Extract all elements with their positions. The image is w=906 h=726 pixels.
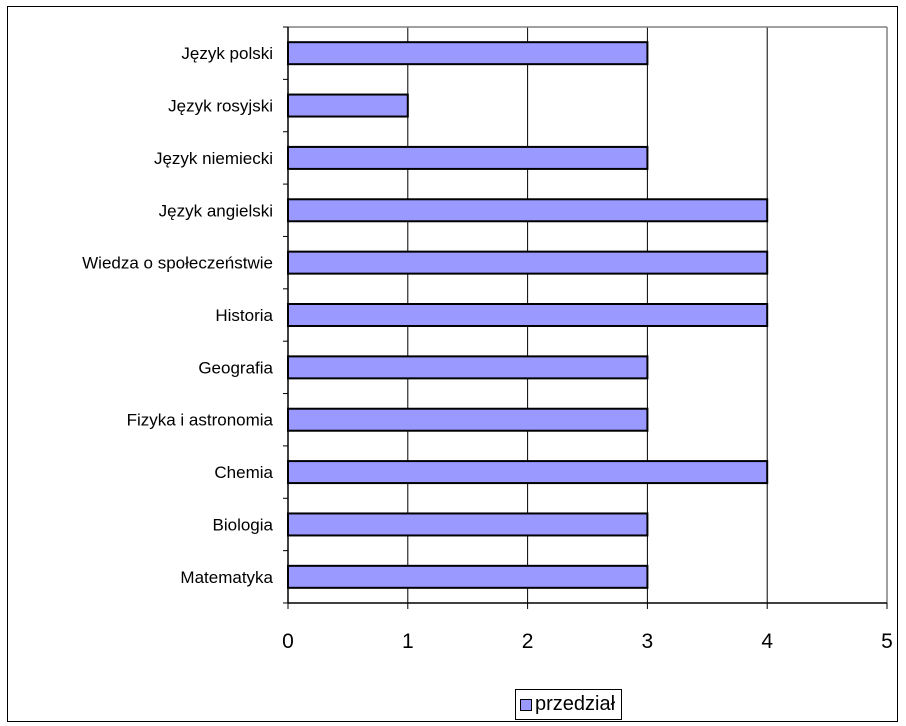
legend-label: przedział — [535, 693, 616, 715]
plot-area: Język polski Język rosyjski Język niemieck… — [82, 26, 893, 653]
category-label-7: Fizyka i astronomia — [127, 411, 274, 430]
x-tick-label-0: 0 — [282, 630, 294, 653]
bar-8 — [287, 460, 769, 485]
x-tick-label-3: 3 — [642, 630, 654, 653]
bar-4 — [287, 250, 769, 275]
x-tick-label-2: 2 — [522, 630, 534, 653]
bar-3 — [287, 198, 769, 223]
bar-5 — [287, 303, 769, 327]
category-label-6: Geografia — [198, 358, 273, 377]
x-tick-label-5: 5 — [881, 630, 893, 653]
category-label-10: Matematyka — [180, 568, 273, 587]
category-label-8: Chemia — [214, 463, 273, 482]
bar-1 — [287, 93, 409, 118]
x-tick-label-1: 1 — [402, 630, 414, 653]
bar-9 — [287, 512, 649, 537]
bar-0 — [287, 41, 649, 66]
bar-6 — [287, 355, 649, 380]
category-label-0: Język polski — [181, 44, 273, 63]
legend-swatch — [520, 698, 532, 711]
category-label-9: Biologia — [213, 515, 274, 534]
legend: przedział — [515, 689, 623, 720]
x-tick-label-4: 4 — [761, 630, 773, 653]
category-label-4: Wiedza o społeczeństwie — [82, 254, 273, 273]
category-label-2: Język niemiecki — [154, 149, 273, 168]
bar-7 — [287, 407, 649, 432]
bar-10 — [287, 564, 649, 589]
bar-2 — [287, 145, 649, 170]
category-label-5: Historia — [215, 306, 273, 325]
category-label-1: Język rosyjski — [168, 97, 273, 116]
category-label-3: Język angielski — [159, 201, 273, 220]
